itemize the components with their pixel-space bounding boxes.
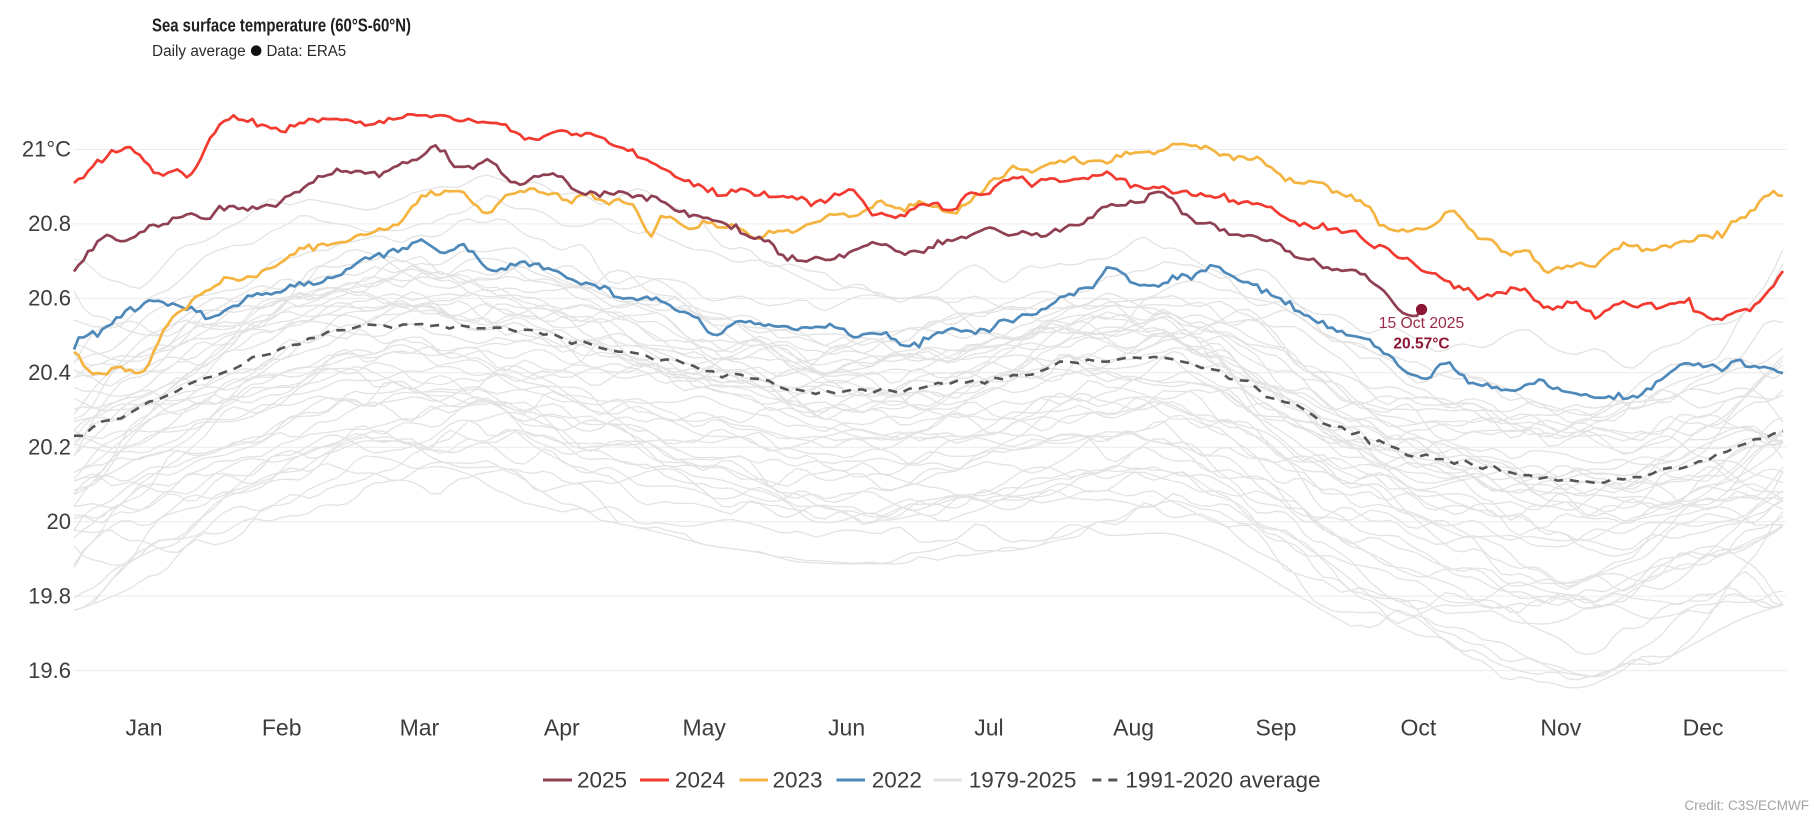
svg-text:Sep: Sep (1256, 714, 1297, 740)
svg-text:Apr: Apr (544, 714, 580, 740)
svg-text:20.4: 20.4 (28, 360, 71, 385)
svg-text:Credit: C3S/ECMWF: Credit: C3S/ECMWF (1684, 798, 1809, 813)
svg-text:Jan: Jan (125, 714, 162, 740)
svg-text:Oct: Oct (1401, 714, 1437, 740)
svg-text:Feb: Feb (262, 714, 302, 740)
svg-text:19.8: 19.8 (28, 583, 71, 608)
svg-text:Aug: Aug (1113, 714, 1154, 740)
svg-text:2022: 2022 (872, 768, 922, 793)
svg-text:15 Oct 2025: 15 Oct 2025 (1379, 315, 1465, 332)
svg-text:20.8: 20.8 (28, 211, 71, 236)
svg-text:19.6: 19.6 (28, 658, 71, 683)
svg-text:1979-2025: 1979-2025 (969, 768, 1077, 793)
svg-text:1991-2020 average: 1991-2020 average (1125, 768, 1320, 793)
svg-text:20: 20 (47, 509, 71, 534)
svg-text:20.57°C: 20.57°C (1393, 336, 1449, 353)
svg-text:Jul: Jul (974, 714, 1003, 740)
svg-text:20.6: 20.6 (28, 286, 71, 311)
svg-text:Data: ERA5: Data: ERA5 (267, 43, 347, 60)
svg-text:Nov: Nov (1540, 714, 1581, 740)
svg-text:Dec: Dec (1683, 714, 1724, 740)
svg-text:2023: 2023 (773, 768, 823, 793)
svg-text:Jun: Jun (828, 714, 865, 740)
svg-text:20.2: 20.2 (28, 435, 71, 460)
svg-text:Sea surface temperature (60°S-: Sea surface temperature (60°S-60°N) (152, 15, 411, 35)
svg-text:2025: 2025 (577, 768, 627, 793)
svg-text:2024: 2024 (675, 768, 725, 793)
svg-text:Mar: Mar (400, 714, 440, 740)
svg-text:Daily average: Daily average (152, 43, 246, 60)
svg-text:May: May (682, 714, 726, 740)
svg-text:21°C: 21°C (22, 137, 71, 162)
